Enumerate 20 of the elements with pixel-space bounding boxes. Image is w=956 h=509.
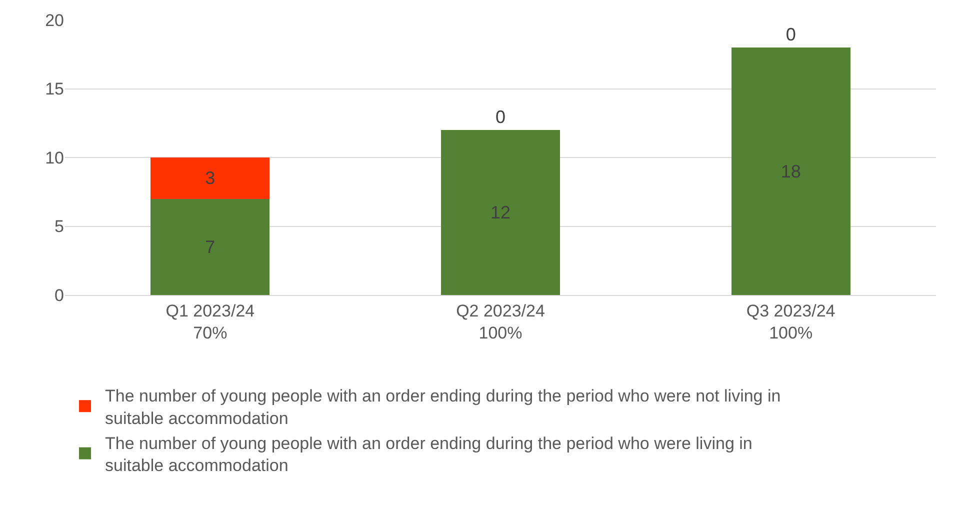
legend-label: The number of young people with an order ending during the period who were living in suitable accommodation [105,434,752,475]
y-tick-label: 20 [45,10,64,30]
data-label: 0 [786,24,796,44]
x-tick-label: Q1 2023/24 70% [166,301,255,342]
data-label: 12 [490,202,511,222]
bar [150,158,270,199]
data-label: 7 [205,236,216,257]
bar [150,198,270,295]
bar [731,48,850,295]
y-tick-label: 5 [54,217,64,236]
data-label: 18 [780,161,801,182]
bar [440,130,560,295]
y-tick-label: 15 [45,80,64,99]
legend-label: The number of young people with an order ending during the period who were not living in suitable accommodation [105,386,781,428]
x-tick-label: Q3 2023/24 100% [746,301,836,342]
data-label: 0 [495,107,506,127]
data-label: 3 [205,168,216,188]
x-tick-label: Q2 2023/24 100% [456,301,545,342]
y-tick-label: 10 [45,148,64,168]
y-tick-label: 0 [54,286,64,305]
